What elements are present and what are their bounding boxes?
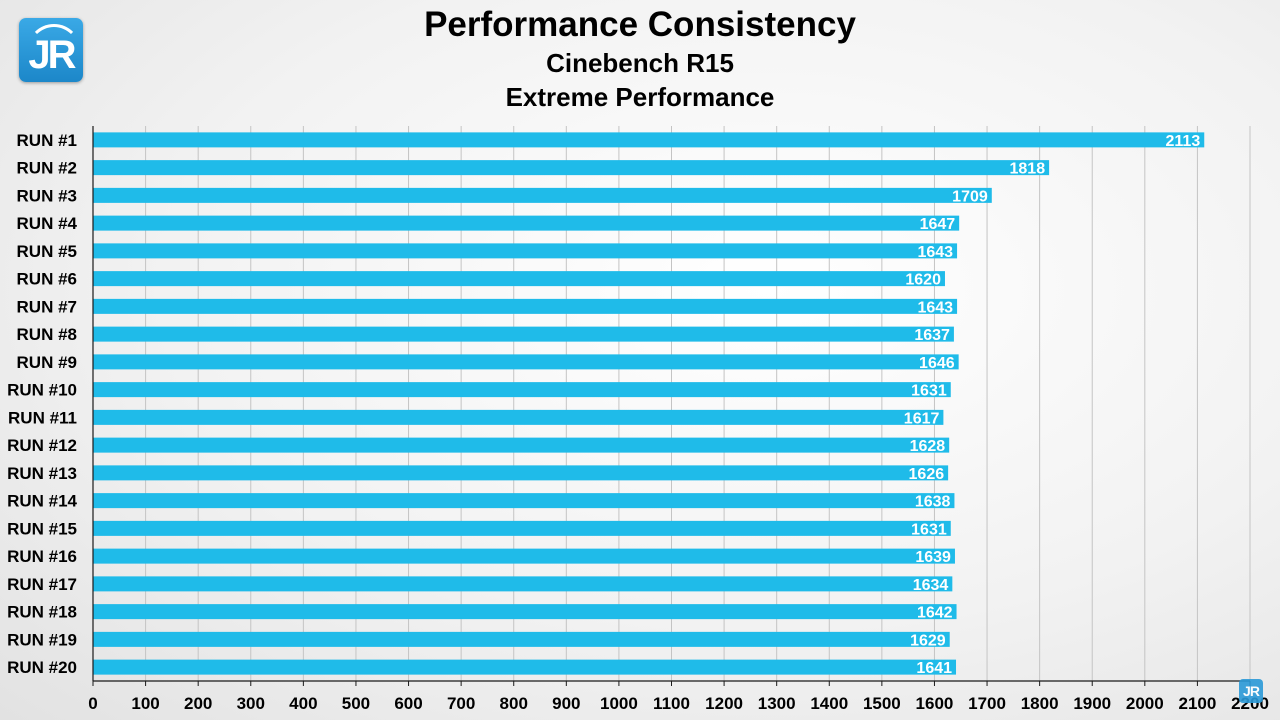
data-label-17: 1634 (913, 577, 949, 594)
data-label-19: 1629 (910, 632, 946, 649)
jr-logo: JR (19, 18, 83, 82)
data-label-12: 1628 (910, 438, 946, 455)
y-tick-label-7: RUN #7 (17, 297, 77, 316)
y-tick-label-5: RUN #5 (17, 242, 77, 261)
y-tick-label-15: RUN #15 (7, 519, 77, 538)
bar-8 (93, 326, 954, 342)
data-label-6: 1620 (905, 272, 941, 289)
bar-13 (93, 465, 949, 481)
x-tick-label-20: 2000 (1126, 694, 1164, 713)
y-tick-label-11: RUN #11 (8, 408, 77, 427)
data-label-1: 2113 (1166, 133, 1201, 150)
x-tick-label-0: 0 (88, 694, 97, 713)
x-tick-label-3: 300 (237, 694, 265, 713)
bar-3 (93, 187, 992, 203)
x-tick-label-10: 1000 (600, 694, 638, 713)
bar-5 (93, 243, 958, 259)
jr-watermark-logo: JR (1239, 679, 1263, 703)
bar-4 (93, 215, 960, 231)
x-tick-label-21: 2100 (1178, 694, 1216, 713)
y-tick-label-14: RUN #14 (7, 492, 77, 511)
x-tick-label-12: 1200 (705, 694, 743, 713)
data-label-18: 1642 (917, 605, 953, 622)
x-tick-label-14: 1400 (810, 694, 848, 713)
chart-title: Performance Consistency (424, 5, 856, 44)
y-tick-label-10: RUN #10 (7, 381, 77, 400)
x-tick-label-5: 500 (342, 694, 370, 713)
chart-titles: Performance Consistency Cinebench R15 Ex… (0, 4, 1280, 114)
chart-subtitle: Cinebench R15 (546, 48, 734, 78)
y-tick-label-12: RUN #12 (7, 436, 77, 455)
bar-1 (93, 132, 1205, 148)
data-label-3: 1709 (952, 188, 988, 205)
y-tick-label-2: RUN #2 (17, 159, 77, 178)
data-label-2: 1818 (1010, 161, 1046, 178)
bar-9 (93, 354, 959, 370)
x-tick-label-7: 700 (447, 694, 475, 713)
x-tick-label-16: 1600 (916, 694, 954, 713)
x-tick-label-1: 100 (131, 694, 159, 713)
logo-text: JR (28, 33, 76, 77)
x-tick-label-11: 1100 (653, 694, 690, 713)
y-tick-label-8: RUN #8 (17, 325, 77, 344)
y-tick-label-13: RUN #13 (7, 464, 77, 483)
y-tick-label-9: RUN #9 (17, 353, 77, 372)
y-tick-label-1: RUN #1 (17, 131, 77, 150)
data-label-11: 1617 (904, 410, 940, 427)
bar-7 (93, 298, 958, 314)
bar-14 (93, 493, 955, 509)
bar-11 (93, 409, 944, 425)
y-tick-label-16: RUN #16 (7, 547, 77, 566)
y-tick-label-3: RUN #3 (17, 186, 77, 205)
data-label-9: 1646 (919, 355, 955, 372)
x-tick-label-4: 400 (289, 694, 317, 713)
bar-6 (93, 271, 945, 287)
data-label-10: 1631 (911, 383, 947, 400)
x-tick-label-9: 900 (552, 694, 580, 713)
chart-subtitle-2: Extreme Performance (505, 82, 775, 112)
bar-18 (93, 604, 957, 620)
data-label-7: 1643 (917, 299, 953, 316)
x-tick-label-6: 600 (394, 694, 422, 713)
y-tick-label-19: RUN #19 (7, 630, 77, 649)
x-tick-label-17: 1700 (968, 694, 1006, 713)
y-tick-label-4: RUN #4 (17, 214, 78, 233)
x-tick-label-19: 1900 (1073, 694, 1111, 713)
bar-15 (93, 520, 951, 536)
data-label-5: 1643 (917, 244, 953, 261)
bar-2 (93, 160, 1050, 176)
data-label-8: 1637 (914, 327, 950, 344)
data-label-14: 1638 (915, 494, 951, 511)
bar-20 (93, 659, 957, 675)
y-tick-label-17: RUN #17 (7, 575, 77, 594)
data-label-4: 1647 (920, 216, 956, 233)
data-label-16: 1639 (915, 549, 951, 566)
x-tick-label-8: 800 (500, 694, 528, 713)
logo-arc (27, 24, 81, 78)
data-label-15: 1631 (911, 521, 947, 538)
data-label-20: 1641 (916, 660, 952, 677)
y-tick-label-18: RUN #18 (7, 603, 77, 622)
y-tick-label-20: RUN #20 (7, 658, 77, 677)
data-label-13: 1626 (909, 466, 945, 483)
bar-16 (93, 548, 955, 564)
x-tick-label-2: 200 (184, 694, 212, 713)
x-tick-label-18: 1800 (1021, 694, 1059, 713)
bar-12 (93, 437, 950, 453)
y-tick-label-6: RUN #6 (17, 270, 77, 289)
x-tick-label-15: 1500 (863, 694, 901, 713)
bar-19 (93, 631, 950, 647)
bar-10 (93, 382, 951, 398)
bar-17 (93, 576, 953, 592)
x-tick-label-13: 1300 (758, 694, 796, 713)
